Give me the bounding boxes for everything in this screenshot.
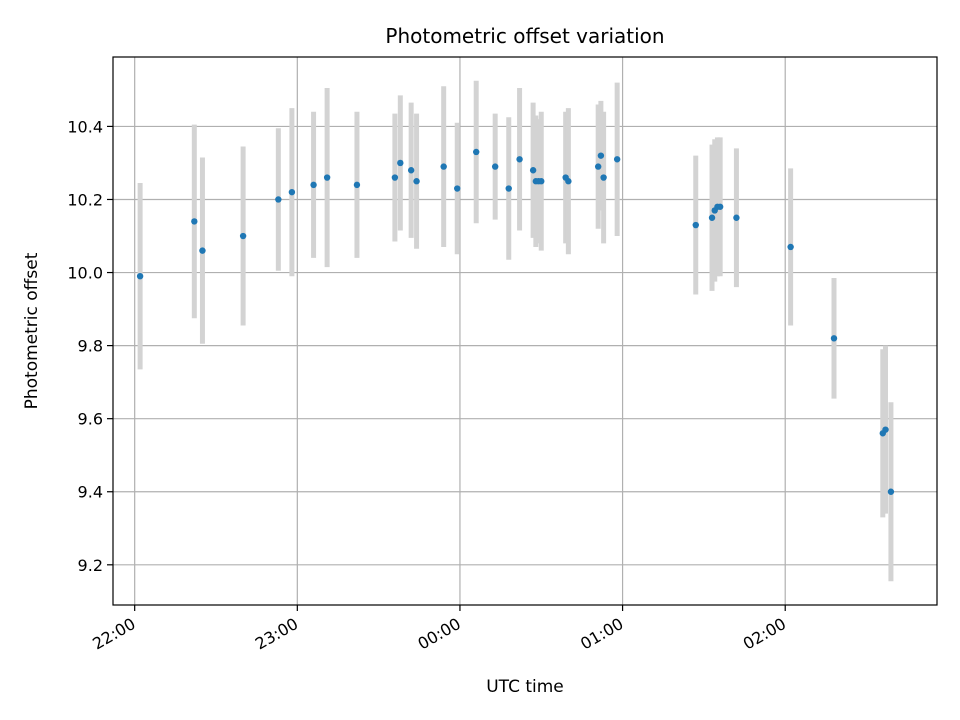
y-axis-title: Photometric offset [22,252,42,409]
y-tick-label: 9.4 [78,483,103,502]
data-point [191,218,198,225]
data-point [565,178,572,185]
y-tick-label: 9.6 [78,410,103,429]
y-tick-label: 10.4 [67,117,103,136]
data-point [594,163,602,170]
data-point [787,243,794,251]
data-point [600,174,607,181]
data-point [407,167,415,174]
plot-frame [112,56,938,606]
data-point [538,178,545,185]
data-point [830,335,838,342]
data-point [199,247,206,254]
data-point [288,188,296,196]
data-point [353,181,361,189]
data-points [136,148,895,495]
data-point [454,185,461,192]
data-point [505,185,512,192]
data-point [708,214,716,221]
y-tick-label: 10.0 [67,264,103,283]
y-tick-label: 9.8 [78,337,103,356]
data-point [310,181,317,189]
data-point [491,163,499,170]
data-point [323,174,331,181]
data-point [716,203,724,210]
data-point [692,221,699,229]
data-point [239,232,247,240]
data-point [440,163,447,170]
chart-title: Photometric offset variation [385,24,664,48]
data-point [613,156,621,163]
data-point [275,196,282,203]
data-point [413,178,420,185]
data-point [516,156,523,163]
y-tick-label: 9.2 [78,556,103,575]
grid [113,57,937,605]
data-point [473,148,480,156]
data-point [882,426,889,433]
data-point [391,174,399,181]
data-point [136,273,144,280]
data-point [529,167,537,174]
data-point [397,159,404,167]
y-tick-label: 10.2 [67,190,103,209]
data-point [597,152,605,159]
data-point [887,488,895,495]
data-point [733,214,740,221]
x-axis-title: UTC time [486,677,564,697]
